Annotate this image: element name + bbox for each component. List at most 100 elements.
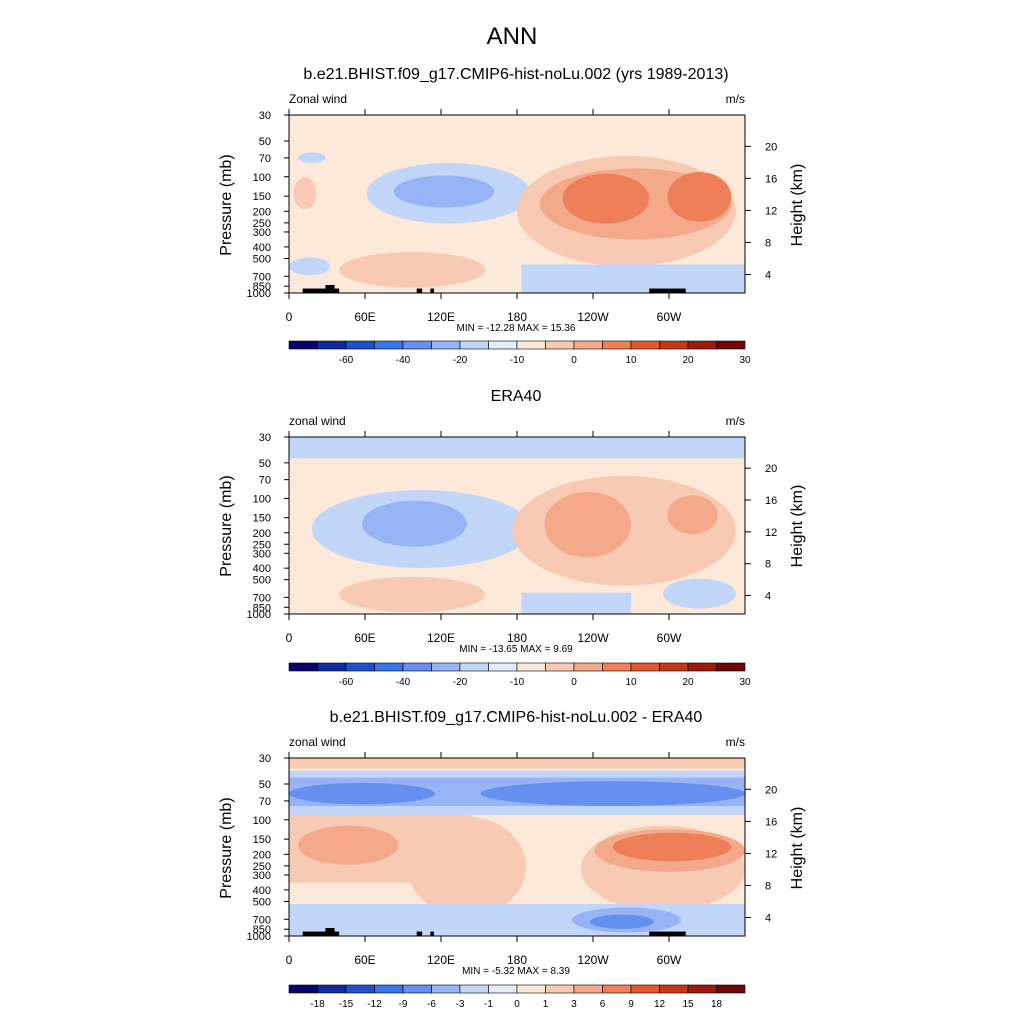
colorbar-swatch <box>573 984 603 994</box>
colorbar-label: 1 <box>543 999 549 1010</box>
y2-tick-label: 16 <box>765 173 777 185</box>
x-tick-label: 120E <box>427 953 455 967</box>
y2-axis-label: Height (km) <box>789 807 806 890</box>
colorbar-swatch <box>516 340 546 350</box>
contour-region <box>667 495 718 535</box>
x-tick-label: 120W <box>577 631 609 645</box>
x-tick-label: 0 <box>286 631 293 645</box>
colorbar-label: -10 <box>510 677 525 688</box>
x-tick-label: 60W <box>657 310 682 324</box>
colorbar-swatch <box>374 662 404 672</box>
y-tick-label: 700 <box>253 271 271 283</box>
colorbar: -18 -15 -12 -9 -6 -3 -1 0 1 3 6 9 12 15 18 <box>288 984 746 1010</box>
topography-mask <box>430 288 435 293</box>
topography-mask <box>302 931 340 936</box>
panel-right-label: m/s <box>726 92 745 106</box>
colorbar-label: 9 <box>628 999 634 1010</box>
colorbar-swatch <box>630 662 660 672</box>
contour-region <box>289 758 745 769</box>
y-tick-label: 850 <box>253 924 271 936</box>
x-tick-label: 120W <box>577 953 609 967</box>
colorbar-label: -1 <box>484 999 493 1010</box>
colorbar-swatch <box>545 662 575 672</box>
colorbar-label: 20 <box>682 677 694 688</box>
contour-fills <box>289 152 745 293</box>
x-tick-label: 60W <box>657 631 682 645</box>
stats-label: MIN = -12.28 MAX = 15.36 <box>457 323 576 334</box>
y-tick-label: 1000 <box>247 931 271 943</box>
y-tick-label: 70 <box>259 796 271 808</box>
contour-region <box>544 491 631 558</box>
y-tick-label: 850 <box>253 602 271 614</box>
x-tick-label: 120W <box>577 310 609 324</box>
colorbar-swatch <box>459 984 489 994</box>
y-tick-label: 200 <box>253 849 271 861</box>
x-tick-label: 60E <box>354 631 375 645</box>
x-tick-label: 0 <box>286 310 293 324</box>
contour-region <box>521 264 745 293</box>
colorbar-label: 18 <box>711 999 723 1010</box>
colorbar-swatch <box>630 984 660 994</box>
colorbar-swatch <box>630 340 660 350</box>
contour-region <box>339 252 486 288</box>
contour-fills <box>289 437 745 614</box>
colorbar: -60 -40 -20 -10 0 10 20 30 <box>288 340 751 366</box>
colorbar-swatch <box>687 984 717 994</box>
colorbar-swatch <box>488 984 518 994</box>
colorbar-swatch <box>659 662 689 672</box>
x-tick-label: 60E <box>354 953 375 967</box>
colorbar-swatch <box>716 662 746 672</box>
y-tick-label: 1000 <box>247 288 271 300</box>
colorbar-swatch <box>602 662 632 672</box>
y-tick-label: 400 <box>253 885 271 897</box>
topography-mask <box>416 931 423 936</box>
y-tick-label: 850 <box>253 281 271 293</box>
y-tick-label: 400 <box>253 242 271 254</box>
y-tick-label: 30 <box>259 110 271 122</box>
y-tick-label: 500 <box>253 253 271 265</box>
colorbar-swatch <box>573 340 603 350</box>
colorbar-swatch <box>659 984 689 994</box>
colorbar-swatch <box>317 662 347 672</box>
colorbar-label: 0 <box>571 355 577 366</box>
y2-tick-label: 16 <box>765 816 777 828</box>
y-tick-label: 30 <box>259 753 271 765</box>
y-tick-label: 250 <box>253 539 271 551</box>
topography-mask <box>649 288 686 293</box>
colorbar-label: -3 <box>456 999 465 1010</box>
colorbar-swatch <box>716 984 746 994</box>
colorbar-swatch <box>317 984 347 994</box>
y-axis-label: Pressure (mb) <box>218 797 235 898</box>
plot-area <box>288 757 746 937</box>
panel-left-label: Zonal wind <box>289 92 347 106</box>
colorbar-label: 15 <box>682 999 694 1010</box>
y-tick-label: 50 <box>259 458 271 470</box>
stats-label: MIN = -13.65 MAX = 9.69 <box>459 644 573 655</box>
y-tick-label: 50 <box>259 779 271 791</box>
colorbar-swatch <box>288 340 318 350</box>
y2-axis-label: Height (km) <box>789 164 806 247</box>
colorbar-swatch <box>687 340 717 350</box>
contour-region <box>361 500 467 547</box>
colorbar-label: -60 <box>339 355 354 366</box>
y2-tick-label: 12 <box>765 205 777 217</box>
contour-region <box>662 578 736 609</box>
y2-tick-label: 16 <box>765 495 777 507</box>
contour-fills <box>289 758 745 936</box>
contour-region <box>289 782 435 805</box>
colorbar-label: 20 <box>682 355 694 366</box>
colorbar-label: 30 <box>739 677 751 688</box>
y-tick-label: 200 <box>253 528 271 540</box>
contour-region <box>589 914 654 929</box>
y2-tick-label: 20 <box>765 784 777 796</box>
figure-title: ANN <box>487 23 538 50</box>
y-tick-label: 500 <box>253 575 271 587</box>
y2-tick-label: 20 <box>765 463 777 475</box>
colorbar-label: -9 <box>399 999 408 1010</box>
y2-tick-label: 4 <box>765 591 771 603</box>
colorbar-swatch <box>374 340 404 350</box>
panel-right-label: m/s <box>726 414 745 428</box>
colorbar-label: -12 <box>367 999 382 1010</box>
x-tick-label: 0 <box>286 953 293 967</box>
